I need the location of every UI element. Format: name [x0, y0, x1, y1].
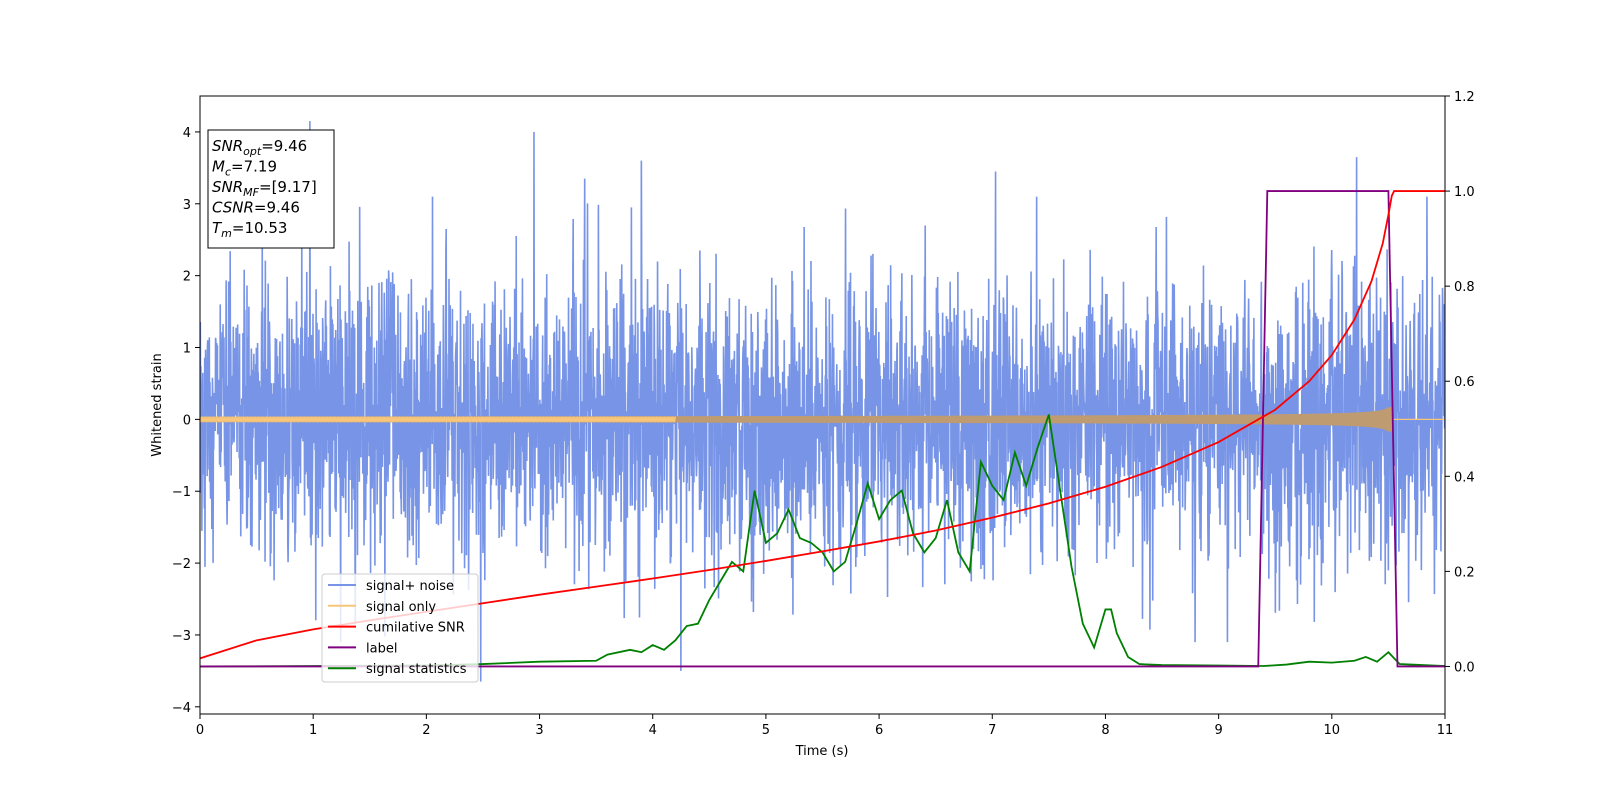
annotation-line: SNRopt=9.46 [212, 137, 307, 158]
y2-tick-label: 1.2 [1454, 90, 1475, 105]
legend-frame [321, 573, 479, 683]
annotation-symbol: M [212, 158, 225, 176]
annotation-line: Tm=10.53 [212, 219, 287, 240]
x-tick-label: 11 [1437, 723, 1454, 738]
y2-tick-label: 0.0 [1454, 660, 1475, 675]
annotation-line: Mc=7.19 [212, 158, 277, 179]
legend-entry-label: signal statistics [366, 662, 467, 677]
annotation-subscript: opt [243, 145, 262, 158]
x-tick-label: 0 [196, 723, 204, 738]
x-axis-label: Time (s) [795, 744, 849, 759]
annotation-subscript: c [225, 166, 231, 179]
y2-tick-label: 0.6 [1454, 375, 1475, 390]
y2-tick-label: 0.2 [1454, 565, 1475, 580]
x-tick-label: 8 [1101, 723, 1109, 738]
y-axis-right: 0.0 0.2 0.4 0.6 0.8 1.0 1.2 [1445, 90, 1475, 675]
legend-entry-label: signal only [366, 600, 436, 615]
y-axis-left: −4 −3 −2 −1 0 1 2 3 4 [172, 126, 200, 716]
y-tick-label: 0 [183, 413, 191, 428]
y-tick-label: −4 [172, 701, 191, 716]
y-tick-label: 2 [183, 270, 191, 285]
annotation-subscript: MF [243, 186, 259, 199]
annotation-value: =9.46 [254, 199, 300, 217]
y2-tick-label: 0.8 [1454, 280, 1475, 295]
series-signal-noise-line [200, 121, 1445, 682]
y2-tick-label: 0.4 [1454, 470, 1475, 485]
y-tick-label: −2 [172, 557, 191, 572]
annotation-subscript: m [221, 227, 232, 240]
annotation-symbol: SNR [212, 137, 243, 155]
stats-annotation-box: SNRopt=9.46Mc=7.19SNRMF=[9.17]CSNR=9.46T… [207, 129, 335, 249]
annotation-line: CSNR=9.46 [212, 199, 300, 217]
annotation-symbol: CSNR [212, 199, 254, 217]
plot-frame [199, 95, 1446, 715]
annotation-value: =9.46 [261, 137, 307, 155]
y-tick-label: 1 [183, 342, 191, 357]
series-signal-only-band [200, 407, 1392, 432]
x-tick-label: 6 [875, 723, 883, 738]
series-signal-statistics-line [200, 414, 1445, 668]
y-axis-label: Whitened strain [150, 353, 165, 456]
series-label-line [200, 190, 1445, 668]
y-tick-label: −3 [172, 629, 191, 644]
annotation-symbol: SNR [212, 178, 243, 196]
y-tick-label: 4 [183, 126, 191, 141]
y2-tick-label: 1.0 [1454, 185, 1475, 200]
y-tick-label: −1 [172, 485, 191, 500]
legend-entry-label: cumilative SNR [366, 621, 465, 636]
annotation-frame [207, 129, 335, 249]
annotation-value: =[9.17] [259, 178, 317, 196]
x-tick-label: 7 [988, 723, 996, 738]
x-tick-label: 1 [309, 723, 317, 738]
annotation-line: SNRMF=[9.17] [212, 178, 317, 199]
x-tick-label: 5 [762, 723, 770, 738]
legend-entry-label: signal+ noise [366, 579, 454, 594]
y-tick-label: 3 [183, 198, 191, 213]
annotation-symbol: T [212, 219, 223, 237]
x-tick-label: 2 [422, 723, 430, 738]
annotation-value: =10.53 [232, 219, 288, 237]
x-tick-label: 4 [649, 723, 657, 738]
legend-entry-label: label [366, 641, 397, 656]
series-signal-only-line [200, 416, 676, 423]
x-tick-label: 9 [1214, 723, 1222, 738]
x-tick-label: 3 [535, 723, 543, 738]
annotation-value: =7.19 [231, 158, 277, 176]
legend: signal+ noise signal only cumilative SNR la… [321, 573, 479, 683]
x-axis: 0 1 2 3 4 5 6 7 8 9 10 11 [196, 714, 1453, 738]
x-tick-label: 10 [1324, 723, 1341, 738]
